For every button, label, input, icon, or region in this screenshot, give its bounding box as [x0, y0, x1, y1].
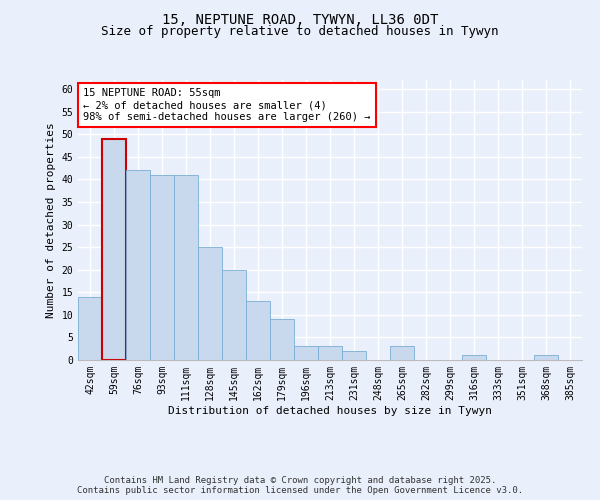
- Bar: [198, 247, 222, 360]
- Text: Size of property relative to detached houses in Tywyn: Size of property relative to detached ho…: [101, 25, 499, 38]
- Bar: [246, 302, 270, 360]
- Bar: [390, 346, 414, 360]
- Text: Contains HM Land Registry data © Crown copyright and database right 2025.
Contai: Contains HM Land Registry data © Crown c…: [77, 476, 523, 495]
- Bar: [150, 175, 174, 360]
- X-axis label: Distribution of detached houses by size in Tywyn: Distribution of detached houses by size …: [168, 406, 492, 415]
- Bar: [462, 356, 486, 360]
- Bar: [294, 346, 318, 360]
- Bar: [222, 270, 246, 360]
- Bar: [534, 356, 558, 360]
- Text: 15 NEPTUNE ROAD: 55sqm
← 2% of detached houses are smaller (4)
98% of semi-detac: 15 NEPTUNE ROAD: 55sqm ← 2% of detached …: [83, 88, 371, 122]
- Bar: [174, 175, 198, 360]
- Text: 15, NEPTUNE ROAD, TYWYN, LL36 0DT: 15, NEPTUNE ROAD, TYWYN, LL36 0DT: [162, 12, 438, 26]
- Bar: [318, 346, 342, 360]
- Y-axis label: Number of detached properties: Number of detached properties: [46, 122, 56, 318]
- Bar: [102, 138, 126, 360]
- Bar: [342, 351, 366, 360]
- Bar: [126, 170, 150, 360]
- Bar: [270, 320, 294, 360]
- Bar: [78, 297, 102, 360]
